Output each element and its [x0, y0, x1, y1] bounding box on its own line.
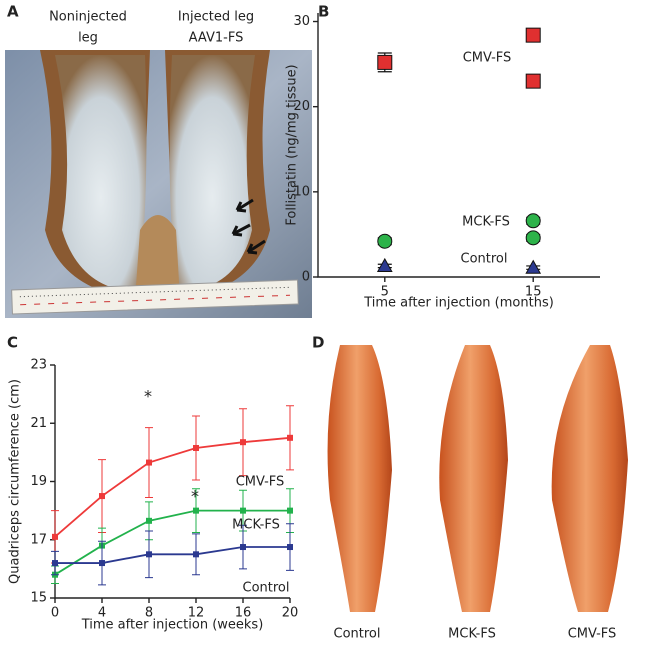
marker [52, 560, 58, 567]
x-tick-label: 16 [235, 606, 252, 621]
line [54, 509, 290, 576]
photo-label: MCK-FS [448, 627, 496, 642]
x-tick-label: 0 [51, 606, 59, 621]
y-tick-label: 0 [302, 270, 310, 285]
x-tick-label: 8 [145, 606, 153, 621]
marker [193, 507, 199, 514]
x-tick-label: 20 [282, 606, 299, 621]
series-label: CMV-FS [463, 51, 512, 66]
x-axis-label: Time after injection (weeks) [81, 618, 264, 633]
marker [240, 507, 246, 514]
y-tick-label: 23 [30, 358, 47, 373]
axis [317, 13, 600, 278]
annotation: * [144, 387, 152, 406]
marker [99, 560, 105, 567]
marker [146, 517, 152, 524]
photo-label: Injected leg [178, 10, 254, 25]
photo-a [5, 50, 312, 318]
marker [193, 551, 199, 558]
marker [525, 230, 541, 246]
series-label: MCK-FS [462, 215, 510, 230]
marker [240, 439, 246, 446]
x-tick-label: 4 [98, 606, 106, 621]
marker [377, 233, 393, 249]
panel-label: C [7, 334, 18, 352]
photo-label: AAV1-FS [189, 31, 244, 46]
series-label: MCK-FS [232, 518, 280, 533]
marker [525, 27, 541, 43]
line [54, 436, 291, 538]
line [55, 546, 290, 564]
x-tick-label: 15 [525, 285, 542, 300]
y-tick-label: 15 [30, 591, 47, 606]
marker [525, 213, 541, 229]
x-axis-label: Time after injection (months) [363, 296, 554, 311]
annotation: * [191, 487, 199, 506]
y-axis-label: Follistatin (ng/mg tissue) [285, 64, 300, 225]
panel-label: D [312, 334, 324, 352]
marker [146, 459, 152, 466]
marker [193, 445, 199, 452]
marker [146, 551, 152, 558]
y-tick-label: 21 [30, 416, 47, 431]
y-tick-label: 30 [293, 14, 310, 29]
marker [376, 257, 393, 273]
y-tick-label: 20 [293, 99, 310, 114]
y-tick-label: 19 [30, 474, 47, 489]
photo-label: Control [334, 627, 381, 642]
y-tick-label: 10 [293, 184, 310, 199]
panel-label: B [318, 3, 329, 21]
photo-d [327, 345, 628, 612]
x-tick-label: 12 [188, 606, 205, 621]
y-tick-label: 17 [30, 532, 47, 547]
panel-label: A [7, 3, 19, 21]
chart-c: 15 17 19 21 23 0 4 8 12 16 20 Time after injection … [8, 358, 299, 633]
marker [287, 434, 293, 441]
photo-label: CMV-FS [568, 627, 617, 642]
series-label: CMV-FS [236, 475, 285, 490]
x-tick-label: 5 [381, 285, 389, 300]
marker [99, 493, 105, 500]
marker [377, 54, 393, 70]
marker [525, 259, 542, 274]
photo-label: Noninjected [49, 10, 127, 25]
marker [240, 544, 246, 551]
marker [287, 507, 293, 514]
marker [287, 544, 293, 551]
photo-label: leg [78, 31, 98, 46]
y-axis-label: Quadriceps circumference (cm) [8, 379, 23, 584]
marker [525, 73, 541, 89]
marker [52, 533, 58, 540]
series-label: Control [461, 252, 508, 267]
series-label: Control [243, 581, 290, 596]
